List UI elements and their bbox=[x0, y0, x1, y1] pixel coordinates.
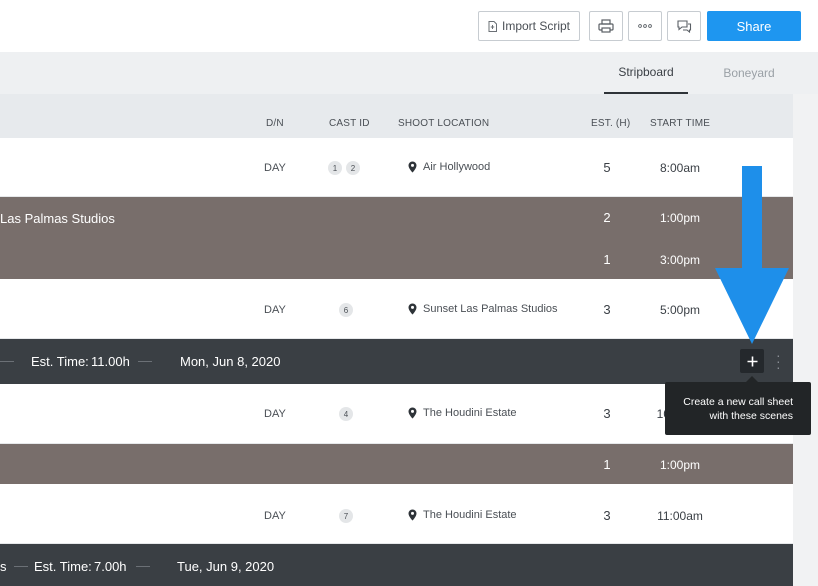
scene-row[interactable]: DAY 7 The Houdini Estate 3 11:00am bbox=[0, 484, 793, 544]
scene-row[interactable]: DAY 6 Sunset Las Palmas Studios 3 5:00pm bbox=[0, 279, 793, 339]
day-night: DAY bbox=[264, 304, 286, 316]
comments-icon bbox=[677, 20, 692, 33]
divider bbox=[138, 361, 152, 362]
tooltip-caret bbox=[746, 376, 758, 382]
column-est[interactable]: EST. (H) bbox=[591, 118, 631, 129]
scene-row[interactable]: DAY 1 2 Air Hollywood 5 8:00am bbox=[0, 138, 793, 197]
comments-button[interactable] bbox=[667, 11, 701, 41]
cast-badge: 1 bbox=[328, 161, 342, 175]
column-cast-id[interactable]: CAST ID bbox=[329, 118, 370, 129]
shoot-location: Air Hollywood bbox=[408, 161, 490, 173]
cast-badge: 6 bbox=[339, 303, 353, 317]
document-icon bbox=[488, 20, 497, 32]
column-header: D/N CAST ID SHOOT LOCATION EST. (H) STAR… bbox=[0, 94, 793, 138]
banner-label: Las Palmas Studios bbox=[0, 211, 115, 226]
top-toolbar: Import Script Share bbox=[0, 0, 818, 52]
shoot-location: Sunset Las Palmas Studios bbox=[408, 303, 558, 315]
est-hours: 1 bbox=[603, 457, 611, 472]
create-call-sheet-button[interactable] bbox=[740, 349, 764, 373]
tooltip-line: Create a new call sheet bbox=[683, 396, 793, 408]
view-tabs: Stripboard Boneyard bbox=[0, 52, 818, 94]
day-break-row[interactable]: s Est. Time: 7.00h Tue, Jun 9, 2020 bbox=[0, 544, 793, 586]
banner-row[interactable]: Las Palmas Studios 2 1:00pm bbox=[0, 197, 793, 239]
est-hours: 3 bbox=[603, 406, 611, 421]
cast-ids: 6 bbox=[339, 303, 353, 317]
est-hours: 3 bbox=[603, 508, 611, 523]
tab-stripboard[interactable]: Stripboard bbox=[604, 52, 688, 94]
column-shoot-location[interactable]: SHOOT LOCATION bbox=[398, 118, 490, 129]
divider bbox=[136, 566, 150, 567]
shoot-date: Mon, Jun 8, 2020 bbox=[180, 354, 281, 369]
banner-row[interactable]: 1 3:00pm bbox=[0, 239, 793, 279]
day-night: DAY bbox=[264, 510, 286, 522]
tooltip-line: with these scenes bbox=[709, 410, 793, 422]
shoot-location: The Houdini Estate bbox=[408, 509, 517, 521]
start-time: 3:00pm bbox=[659, 253, 701, 267]
shoot-location: The Houdini Estate bbox=[408, 407, 517, 419]
est-hours: 3 bbox=[603, 302, 611, 317]
day-break-prefix: s bbox=[0, 559, 7, 574]
share-button[interactable]: Share bbox=[707, 11, 801, 41]
day-night: DAY bbox=[264, 408, 286, 420]
shoot-date: Tue, Jun 9, 2020 bbox=[177, 559, 275, 574]
banner-row[interactable]: 1 1:00pm bbox=[0, 444, 793, 484]
print-button[interactable] bbox=[589, 11, 623, 41]
est-time-value: 11.00h bbox=[91, 354, 130, 369]
location-name: The Houdini Estate bbox=[423, 407, 517, 419]
location-pin-icon bbox=[408, 303, 417, 315]
import-script-label: Import Script bbox=[501, 19, 570, 33]
location-name: Air Hollywood bbox=[423, 161, 491, 173]
column-start-time[interactable]: START TIME bbox=[650, 118, 711, 129]
cast-badge: 4 bbox=[339, 407, 353, 421]
location-pin-icon bbox=[408, 407, 417, 419]
est-hours: 5 bbox=[603, 160, 611, 175]
cast-badge: 7 bbox=[339, 509, 353, 523]
more-dots-icon bbox=[638, 24, 652, 28]
printer-icon bbox=[598, 19, 614, 33]
location-name: The Houdini Estate bbox=[423, 509, 517, 521]
start-time: 8:00am bbox=[659, 161, 701, 175]
location-name: Sunset Las Palmas Studios bbox=[423, 303, 558, 315]
import-script-button[interactable]: Import Script bbox=[478, 11, 580, 41]
cast-ids: 4 bbox=[339, 407, 353, 421]
cast-ids: 1 2 bbox=[328, 161, 360, 175]
tab-boneyard[interactable]: Boneyard bbox=[723, 66, 775, 80]
divider bbox=[14, 566, 28, 567]
column-dn[interactable]: D/N bbox=[266, 118, 284, 129]
start-time: 1:00pm bbox=[659, 211, 701, 225]
more-button[interactable] bbox=[628, 11, 662, 41]
location-pin-icon bbox=[408, 509, 417, 521]
start-time: 5:00pm bbox=[659, 303, 701, 317]
annotation-arrow-icon bbox=[715, 166, 789, 344]
plus-icon bbox=[747, 356, 757, 366]
scrollbar-track[interactable] bbox=[793, 94, 818, 586]
divider bbox=[0, 361, 14, 362]
location-pin-icon bbox=[408, 161, 417, 173]
est-hours: 2 bbox=[603, 210, 611, 225]
create-call-sheet-tooltip: Create a new call sheet with these scene… bbox=[665, 382, 811, 435]
day-night: DAY bbox=[264, 162, 286, 174]
start-time: 11:00am bbox=[657, 509, 703, 523]
est-time-value: 7.00h bbox=[94, 559, 127, 574]
kebab-menu-icon[interactable]: · · · bbox=[776, 347, 781, 375]
cast-badge: 2 bbox=[346, 161, 360, 175]
est-hours: 1 bbox=[603, 252, 611, 267]
est-time-label: Est. Time: bbox=[31, 354, 89, 369]
est-time-label: Est. Time: bbox=[34, 559, 92, 574]
cast-ids: 7 bbox=[339, 509, 353, 523]
start-time: 1:00pm bbox=[659, 458, 701, 472]
day-break-row[interactable]: Est. Time: 11.00h Mon, Jun 8, 2020 bbox=[0, 339, 793, 384]
